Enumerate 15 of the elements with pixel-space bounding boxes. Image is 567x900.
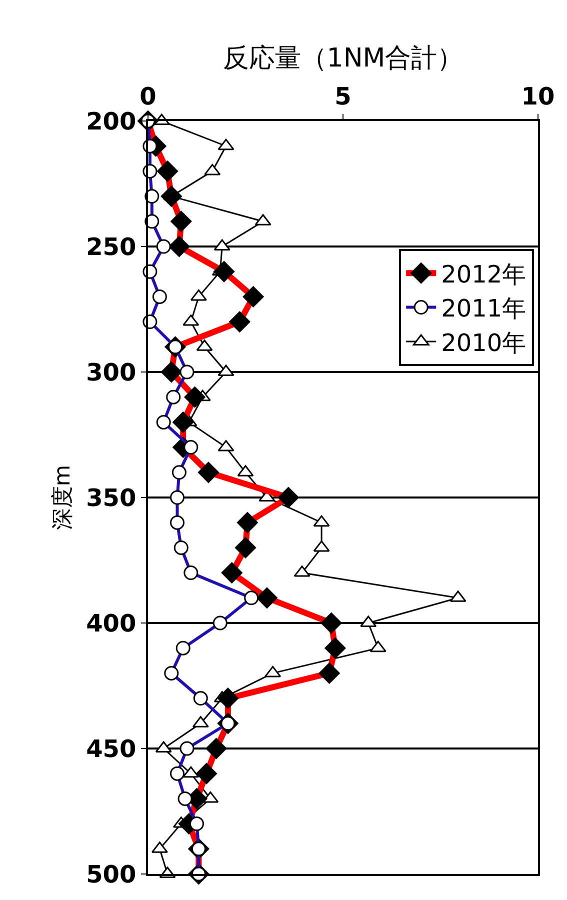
legend-label: 2010年 [441, 328, 526, 357]
legend-label: 2011年 [441, 294, 526, 323]
y-tick-label: 450 [86, 734, 136, 763]
y-tick-label: 300 [86, 358, 136, 386]
y-axis-title: 深度m [50, 464, 76, 530]
y-tick-label: 200 [86, 107, 136, 136]
legend-label: 2012年 [441, 260, 526, 288]
y-tick-label: 400 [86, 609, 136, 638]
y-tick-label: 350 [86, 484, 136, 512]
x-tick-label: 0 [140, 82, 156, 110]
x-tick-label: 10 [521, 82, 555, 110]
x-tick-label: 5 [334, 82, 352, 110]
y-tick-label: 250 [86, 232, 136, 261]
x-axis-title: 反応量（1NM合計） [222, 43, 464, 74]
y-tick-label: 500 [86, 860, 136, 888]
